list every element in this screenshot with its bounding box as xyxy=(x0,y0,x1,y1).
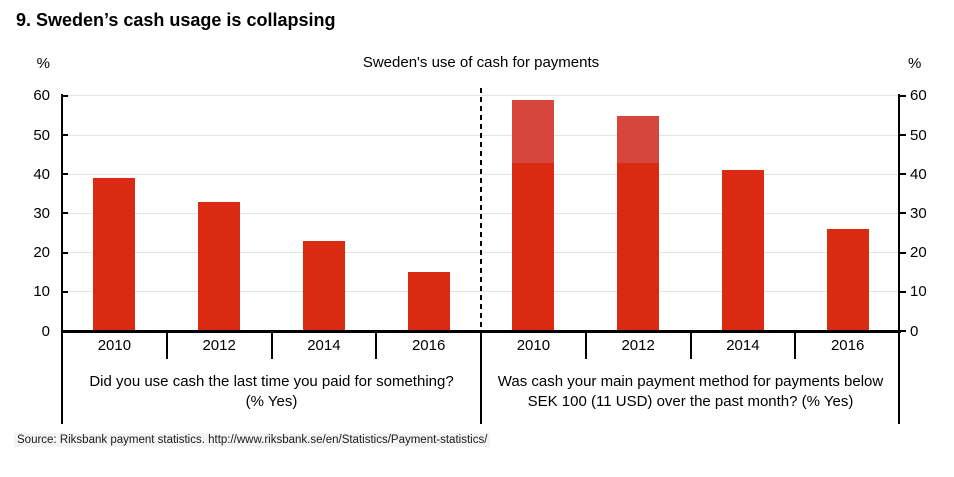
category-separator-left-2 xyxy=(270,331,273,359)
left-axis-unit-label: % xyxy=(36,55,50,72)
bar-left-2012 xyxy=(198,201,241,331)
source-note-text: Source: Riksbank payment statistics. htt… xyxy=(14,433,491,447)
right-axis-tick-label-60: 60 xyxy=(910,87,927,105)
right-axis-tick-label-30: 30 xyxy=(910,204,927,222)
right-axis-tick-10 xyxy=(898,290,906,293)
right-axis-tick-label-20: 20 xyxy=(910,244,927,262)
bar-right-2014 xyxy=(721,170,764,331)
category-separator-right-1 xyxy=(584,331,587,359)
year-label-left-2010: 2010 xyxy=(97,337,132,354)
bar-overlay-top-right-2012 xyxy=(617,115,660,163)
bar-left-2010 xyxy=(93,178,136,331)
right-axis-tick-60 xyxy=(898,94,906,97)
left-axis-tick-0 xyxy=(62,330,68,332)
category-separator-right-3 xyxy=(794,331,797,359)
right-axis-unit-label: % xyxy=(908,55,922,72)
panel-caption-left-line1: Did you use cash the last time you paid … xyxy=(89,373,454,390)
page-title: 9. Sweden’s cash usage is collapsing xyxy=(16,10,336,30)
right-axis-tick-label-50: 50 xyxy=(910,126,927,144)
bar-overlay-top-right-2010 xyxy=(512,99,555,163)
left-axis-tick-50 xyxy=(62,134,68,137)
right-axis-tick-0 xyxy=(898,330,906,332)
left-axis-line xyxy=(61,93,63,424)
year-label-left-2016: 2016 xyxy=(411,337,446,354)
left-axis-tick-label-0: 0 xyxy=(41,322,50,340)
category-separator-right-2 xyxy=(689,331,692,359)
panel-caption-right-line1: Was cash your main payment method for pa… xyxy=(497,373,884,390)
left-axis-tick-label-10: 10 xyxy=(33,283,50,301)
x-axis-baseline xyxy=(61,330,901,333)
left-axis-tick-label-30: 30 xyxy=(33,204,50,222)
panel-caption-right: Was cash your main payment method for pa… xyxy=(483,372,898,412)
panel-divider-dashed xyxy=(480,87,482,330)
panel-caption-right-line2: SEK 100 (11 USD) over the past month? (%… xyxy=(527,393,854,410)
right-axis-line xyxy=(898,93,900,424)
category-separator-left-3 xyxy=(375,331,378,359)
panel-divider-solid xyxy=(480,331,482,424)
left-axis-tick-30 xyxy=(62,212,68,215)
year-label-right-2012: 2012 xyxy=(621,337,655,354)
left-axis-tick-label-50: 50 xyxy=(33,126,50,144)
right-axis-tick-50 xyxy=(898,134,906,137)
bar-left-2016 xyxy=(407,272,450,331)
year-label-right-2010: 2010 xyxy=(516,337,551,354)
left-axis-tick-60 xyxy=(62,94,68,97)
right-axis-tick-label-10: 10 xyxy=(910,283,927,301)
chart-title: Sweden's use of cash for payments xyxy=(362,54,600,71)
year-label-left-2014: 2014 xyxy=(307,337,341,354)
left-axis-tick-10 xyxy=(62,290,68,293)
right-axis-tick-30 xyxy=(898,212,906,215)
bar-left-2014 xyxy=(302,240,345,331)
left-axis-tick-label-20: 20 xyxy=(33,244,50,262)
panel-caption-left-line2: (% Yes) xyxy=(245,393,298,410)
bar-right-2010 xyxy=(512,99,555,331)
left-axis-tick-40 xyxy=(62,173,68,176)
category-separator-left-1 xyxy=(165,331,168,359)
right-axis-tick-label-40: 40 xyxy=(910,165,927,183)
left-axis-tick-20 xyxy=(62,251,68,254)
year-label-left-2012: 2012 xyxy=(202,337,236,354)
right-axis-tick-20 xyxy=(898,251,906,254)
bar-right-2016 xyxy=(826,229,869,331)
left-axis-tick-label-40: 40 xyxy=(33,165,50,183)
right-axis-tick-40 xyxy=(898,173,906,176)
source-note: Source: Riksbank payment statistics. htt… xyxy=(14,433,491,447)
bar-right-2012 xyxy=(617,115,660,331)
panel-caption-left: Did you use cash the last time you paid … xyxy=(64,372,479,412)
year-label-right-2014: 2014 xyxy=(726,337,760,354)
left-axis-tick-label-60: 60 xyxy=(33,87,50,105)
year-label-right-2016: 2016 xyxy=(830,337,865,354)
right-axis-tick-label-0: 0 xyxy=(910,322,919,340)
